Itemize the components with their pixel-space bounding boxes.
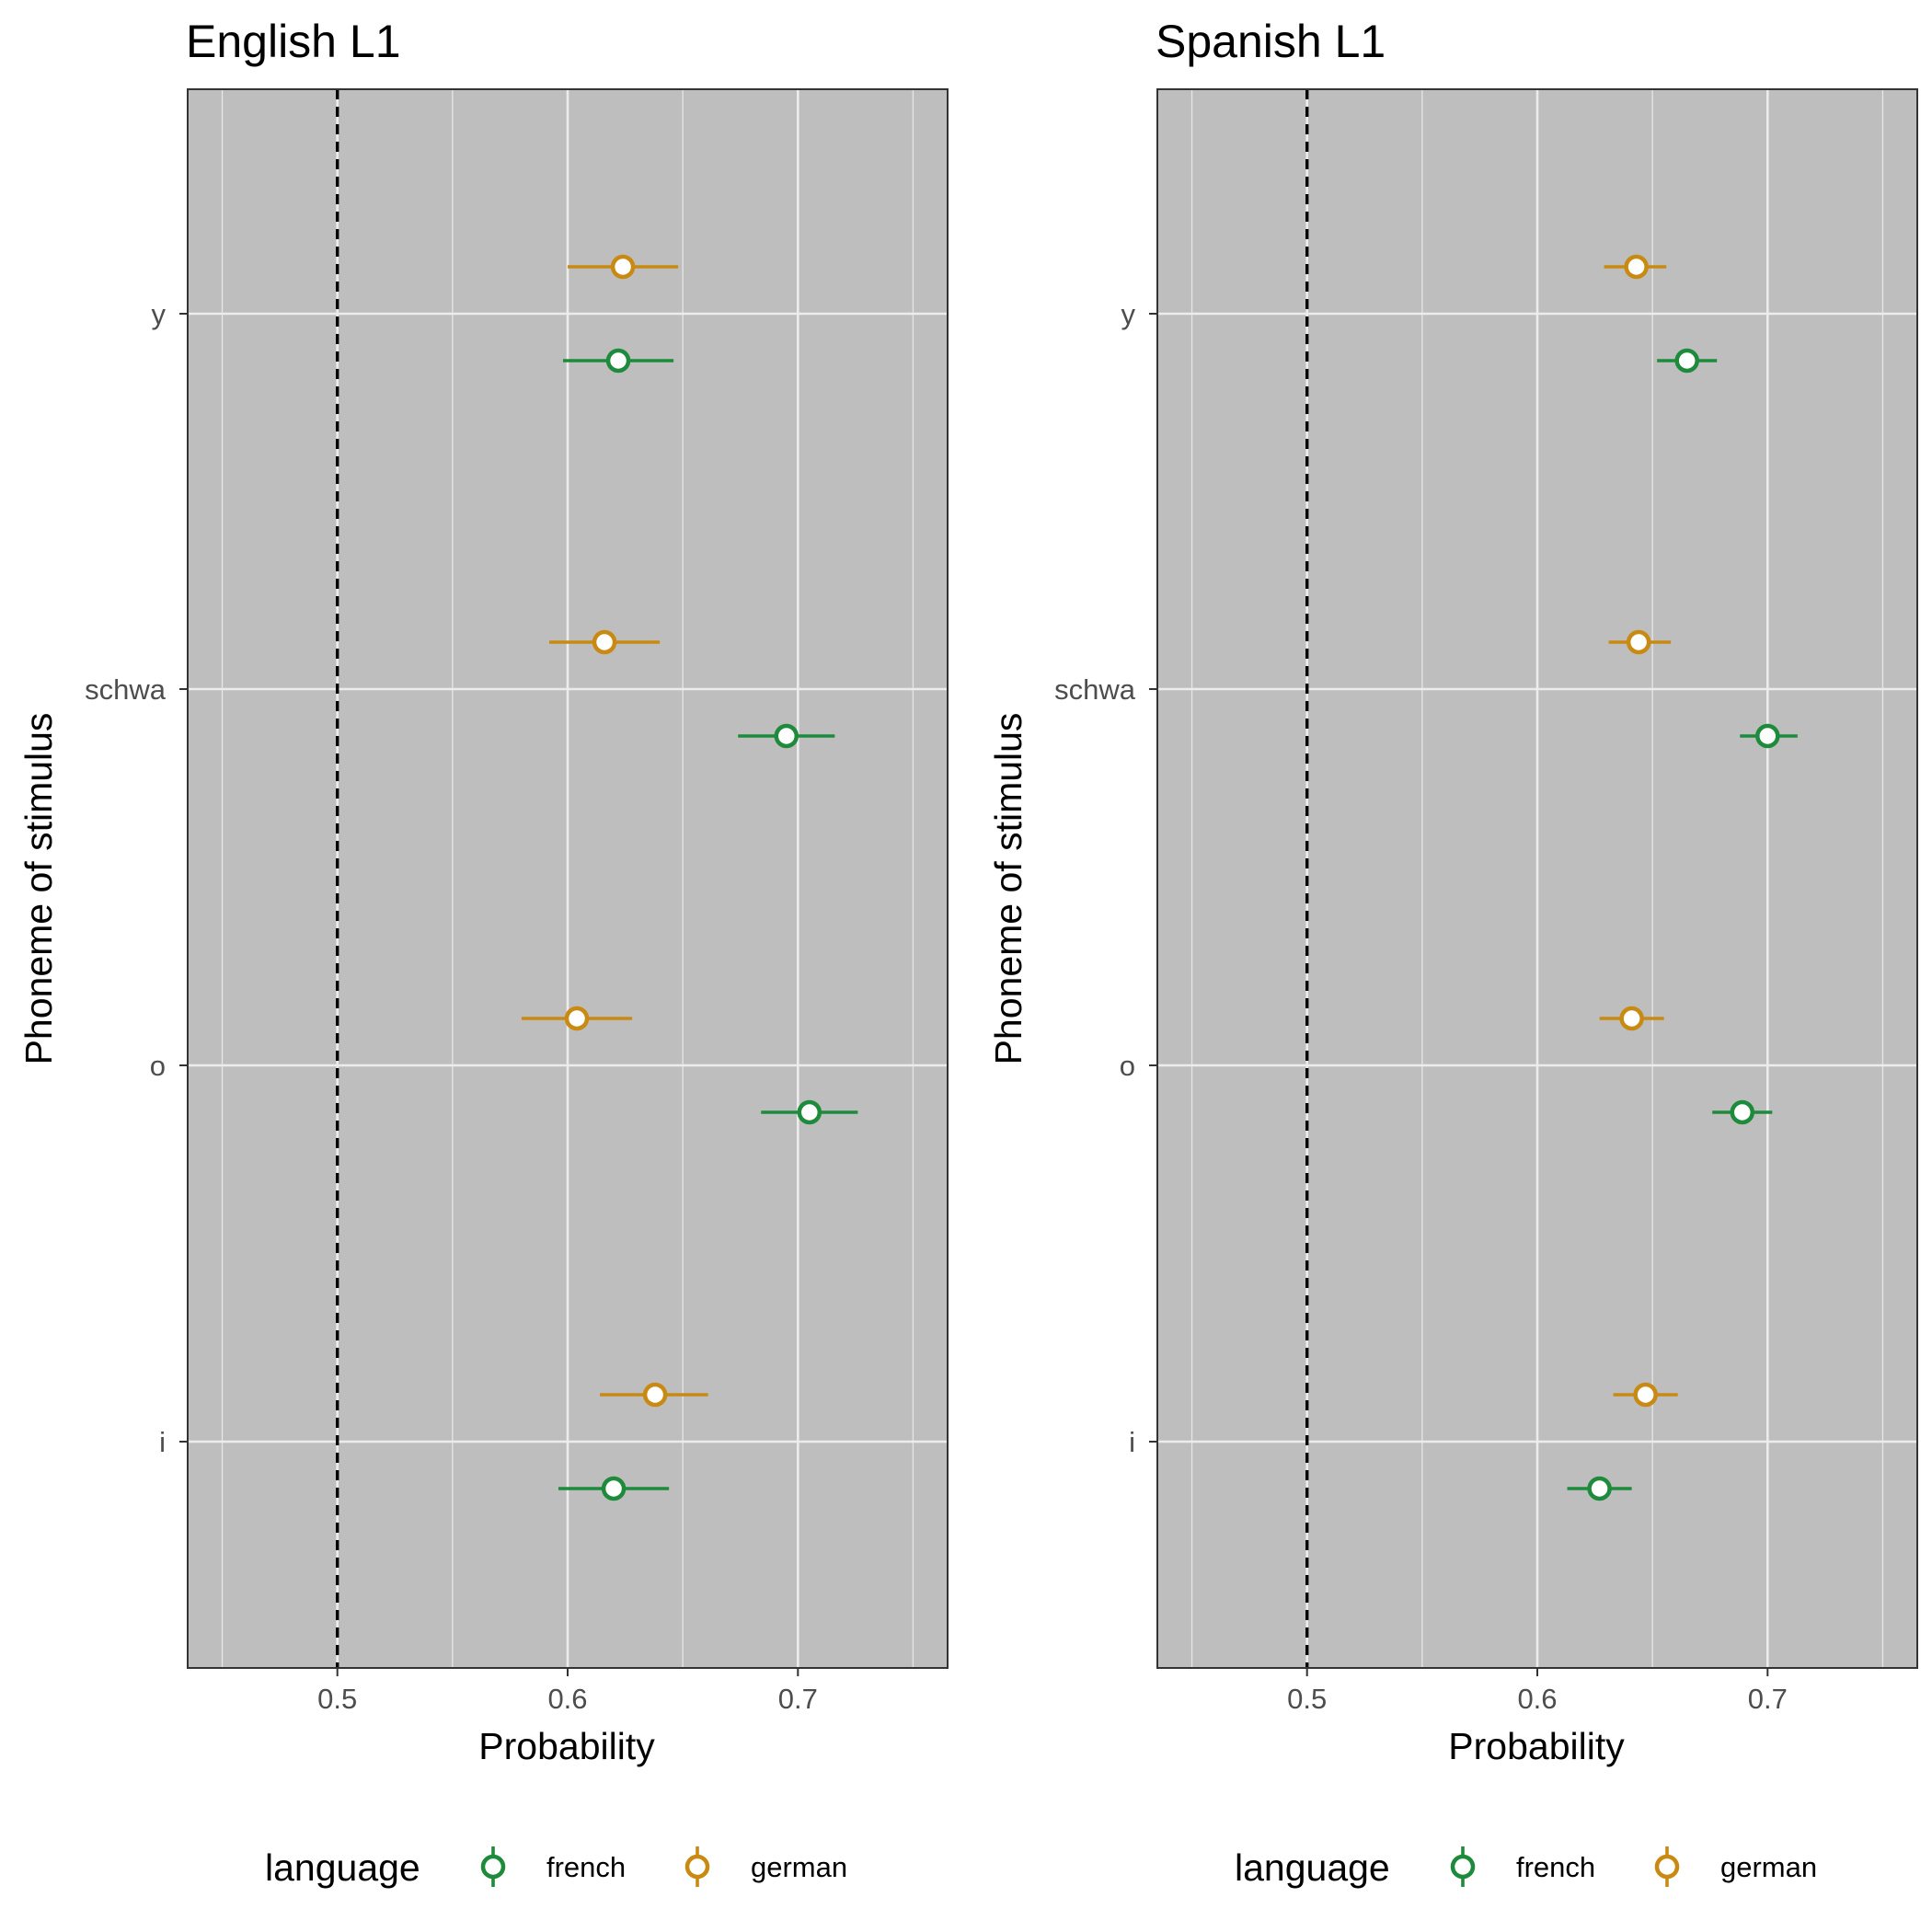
y-tick-label: schwa: [85, 673, 167, 706]
legend-label-german: german: [1720, 1851, 1817, 1883]
series-french: [558, 348, 858, 1501]
x-tick-label: 0.6: [547, 1683, 587, 1715]
legend-key-point: [1450, 1854, 1476, 1880]
y-tick-label: i: [1129, 1426, 1135, 1458]
panel-spanish-l1: Spanish L1 0.5 0.6 0.7 i o schwa y Probability…: [987, 16, 1918, 1889]
y-axis-title: Phoneme of stimulus: [987, 713, 1029, 1065]
x-axis-title: Probability: [1448, 1725, 1625, 1767]
legend-key-point: [684, 1854, 710, 1880]
series-german: [521, 254, 708, 1408]
panel-title: English L1: [186, 16, 401, 67]
legend-label-french: french: [546, 1851, 626, 1883]
y-axis-title: Phoneme of stimulus: [17, 713, 60, 1065]
legend-label-german: german: [751, 1851, 847, 1883]
x-tick-label: 0.7: [778, 1683, 818, 1715]
y-tick-label: y: [1121, 298, 1136, 330]
point-french-y: [605, 348, 631, 374]
x-tick-label: 0.6: [1517, 1683, 1557, 1715]
y-tick-label: o: [1120, 1050, 1135, 1082]
x-axis-title: Probability: [478, 1725, 655, 1767]
y-tick-label: o: [150, 1050, 166, 1082]
point-german-y: [610, 254, 636, 280]
x-tick-label: 0.5: [1287, 1683, 1327, 1715]
series-french: [1567, 348, 1798, 1501]
legend-title: language: [1235, 1846, 1390, 1889]
y-tick-label: i: [159, 1426, 166, 1458]
point-french-i: [1587, 1476, 1612, 1501]
legend-key-german: [1654, 1846, 1680, 1887]
legend-key-point: [1654, 1854, 1680, 1880]
legend-key-french: [1450, 1846, 1476, 1887]
point-german-i: [642, 1382, 668, 1408]
point-french-schwa: [1755, 723, 1780, 749]
y-tick-label: y: [152, 298, 167, 330]
point-french-o: [797, 1099, 822, 1125]
point-german-i: [1633, 1382, 1658, 1408]
legend: language french german: [265, 1846, 847, 1889]
legend-title: language: [265, 1846, 420, 1889]
legend-key-point: [480, 1854, 506, 1880]
point-french-i: [601, 1476, 627, 1501]
x-tick-label: 0.7: [1748, 1683, 1788, 1715]
legend-label-french: french: [1516, 1851, 1595, 1883]
panel-title: Spanish L1: [1156, 16, 1386, 67]
legend-key-french: [480, 1846, 506, 1887]
point-german-o: [1619, 1006, 1644, 1031]
point-german-schwa: [1626, 629, 1651, 655]
point-german-o: [564, 1006, 590, 1031]
series-german: [1599, 254, 1678, 1408]
legend: language french german: [1235, 1846, 1817, 1889]
point-french-o: [1730, 1099, 1755, 1125]
x-tick-label: 0.5: [317, 1683, 357, 1715]
y-tick-label: schwa: [1054, 673, 1136, 706]
point-french-y: [1674, 348, 1699, 374]
legend-key-german: [684, 1846, 710, 1887]
point-german-schwa: [592, 629, 617, 655]
panel-english-l1: English L1 0.5 0.6 0.7 i o schwa y Probability…: [17, 16, 949, 1889]
point-german-y: [1624, 254, 1649, 280]
point-french-schwa: [774, 723, 799, 749]
